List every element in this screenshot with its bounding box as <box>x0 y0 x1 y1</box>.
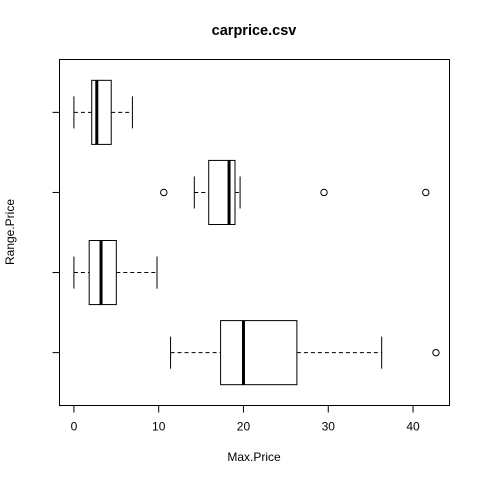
outlier-point <box>432 348 440 357</box>
box-group <box>73 79 133 145</box>
x-tick-label: 0 <box>71 420 78 434</box>
iqr-box <box>88 240 117 306</box>
x-tick-label: 20 <box>237 420 251 434</box>
x-axis-label: Max.Price <box>227 450 281 464</box>
box-group <box>170 320 440 386</box>
x-tick-label: 40 <box>406 420 420 434</box>
y-axis <box>52 111 60 354</box>
iqr-box <box>91 79 112 145</box>
iqr-box <box>208 159 236 225</box>
x-tick-label: 30 <box>322 420 336 434</box>
outlier-point <box>422 188 430 197</box>
outlier-point <box>320 188 328 197</box>
x-tick-label: 10 <box>152 420 166 434</box>
outlier-point <box>160 188 168 197</box>
y-axis-label: Range.Price <box>3 199 17 265</box>
chart-title: carprice.csv <box>212 23 297 39</box>
x-axis: 0 10 20 30 40 <box>71 405 420 434</box>
iqr-box <box>220 320 298 386</box>
box-group <box>73 240 158 306</box>
box-group <box>160 159 430 225</box>
boxes-group <box>73 79 440 386</box>
